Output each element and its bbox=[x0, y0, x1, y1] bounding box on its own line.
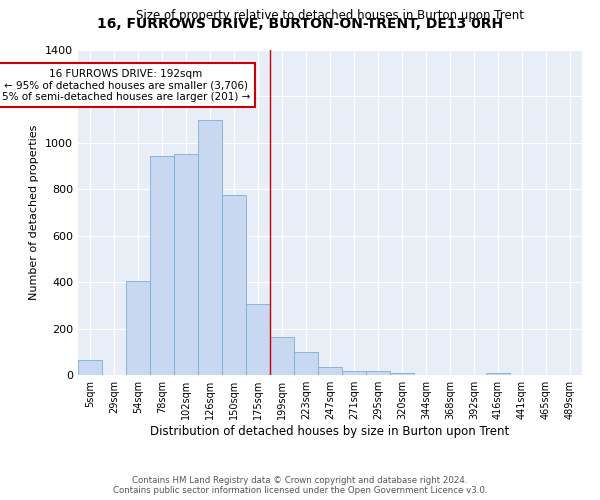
Text: Contains HM Land Registry data © Crown copyright and database right 2024.
Contai: Contains HM Land Registry data © Crown c… bbox=[113, 476, 487, 495]
Bar bbox=[150, 156, 174, 375]
Bar bbox=[366, 371, 390, 375]
Bar bbox=[390, 372, 414, 375]
Bar bbox=[270, 336, 294, 375]
Y-axis label: Number of detached properties: Number of detached properties bbox=[29, 125, 40, 300]
Bar bbox=[318, 367, 342, 375]
Bar bbox=[198, 120, 222, 375]
Bar bbox=[174, 154, 198, 375]
X-axis label: Distribution of detached houses by size in Burton upon Trent: Distribution of detached houses by size … bbox=[151, 425, 509, 438]
Text: 16, FURROWS DRIVE, BURTON-ON-TRENT, DE13 0RH: 16, FURROWS DRIVE, BURTON-ON-TRENT, DE13… bbox=[97, 18, 503, 32]
Bar bbox=[222, 195, 246, 375]
Bar bbox=[342, 371, 366, 375]
Bar bbox=[126, 281, 150, 375]
Bar bbox=[246, 304, 270, 375]
Bar bbox=[294, 352, 318, 375]
Title: Size of property relative to detached houses in Burton upon Trent: Size of property relative to detached ho… bbox=[136, 10, 524, 22]
Bar bbox=[78, 360, 102, 375]
Text: 16 FURROWS DRIVE: 192sqm
← 95% of detached houses are smaller (3,706)
5% of semi: 16 FURROWS DRIVE: 192sqm ← 95% of detach… bbox=[2, 68, 250, 102]
Bar bbox=[486, 372, 510, 375]
